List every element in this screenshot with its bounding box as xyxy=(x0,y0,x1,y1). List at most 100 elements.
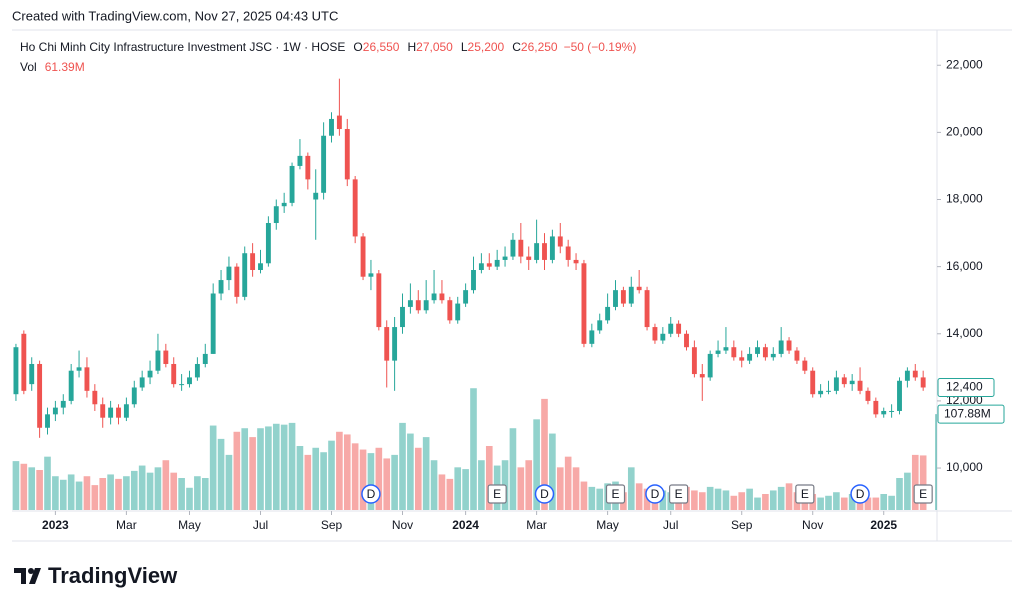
x-tick-label: 2025 xyxy=(870,518,897,532)
x-tick-label: Sep xyxy=(731,518,753,532)
volume-bar xyxy=(83,476,91,510)
x-tick-label: Jul xyxy=(663,518,678,532)
volume-bar xyxy=(304,454,312,510)
candle-body xyxy=(13,347,19,395)
candle-body xyxy=(305,155,311,180)
volume-bar xyxy=(91,485,99,510)
header-title: Ho Chi Minh City Infrastructure Investme… xyxy=(20,40,345,54)
ohlc-key: L xyxy=(461,40,468,54)
candle-body xyxy=(833,377,839,391)
volume-bar xyxy=(123,476,130,510)
candle-body xyxy=(76,367,82,371)
volume-bar xyxy=(864,497,872,510)
candle-body xyxy=(707,353,713,378)
volume-bar xyxy=(288,422,296,510)
candle-body xyxy=(321,135,327,193)
volume-bar xyxy=(12,461,20,510)
candle-body xyxy=(360,236,366,277)
volume-bar xyxy=(888,495,895,510)
candle-body xyxy=(802,360,808,371)
y-tick-label: 16,000 xyxy=(946,259,983,273)
candle-body xyxy=(202,353,208,364)
candle-body xyxy=(510,239,516,257)
volume-bar xyxy=(478,460,485,510)
event-label: E xyxy=(611,487,619,501)
brand-logo xyxy=(14,568,41,584)
candle-body xyxy=(628,286,634,304)
x-tick-label: Mar xyxy=(116,518,137,532)
volume-bar xyxy=(241,428,249,510)
volume-bar xyxy=(556,467,564,510)
volume-bar xyxy=(762,494,769,510)
ohlc-value: 27,050 xyxy=(416,40,453,54)
candle-body xyxy=(52,407,58,415)
event-label: D xyxy=(540,487,549,501)
volume-bar xyxy=(446,478,454,510)
event-label: E xyxy=(493,487,501,501)
volume-bar xyxy=(312,447,320,510)
volume-bar xyxy=(722,490,730,510)
x-tick-label: Jul xyxy=(253,518,268,532)
volume-bar xyxy=(840,497,848,510)
volume-bar xyxy=(817,497,824,510)
volume-bar xyxy=(343,434,351,510)
candle-body xyxy=(179,384,185,386)
candle-body xyxy=(865,390,871,401)
candle-body xyxy=(108,407,114,418)
candle-body xyxy=(329,118,334,136)
candle-body xyxy=(668,323,674,334)
candle-body xyxy=(755,347,760,354)
candle-body xyxy=(471,270,476,291)
volume-bar xyxy=(296,446,304,510)
volume-bar xyxy=(485,446,493,510)
candle-body xyxy=(723,347,729,351)
candle-body xyxy=(857,380,863,391)
last-volume-box xyxy=(937,404,1005,424)
volume-value: 61.39M xyxy=(45,60,85,74)
candle-body xyxy=(431,293,437,301)
volume-bar xyxy=(525,460,533,510)
earnings-marker xyxy=(487,484,507,504)
candle-body xyxy=(747,353,753,361)
candle-body xyxy=(897,380,902,411)
candle-body xyxy=(549,236,555,260)
candle-body xyxy=(376,273,382,328)
ohlc-value: 26,250 xyxy=(521,40,558,54)
candle-body xyxy=(463,290,469,304)
candle-body xyxy=(920,377,926,388)
volume-bar xyxy=(896,478,903,510)
volume-bar xyxy=(36,470,43,510)
ohlc-value: 26,550 xyxy=(363,40,400,54)
candle-body xyxy=(155,350,161,371)
candle-body xyxy=(542,243,547,260)
candle-body xyxy=(234,266,240,297)
volume-bar xyxy=(754,497,761,510)
candle-body xyxy=(368,273,374,277)
volume-bar xyxy=(911,454,919,510)
volume-bar xyxy=(746,488,753,510)
ohlc-key: H xyxy=(407,40,416,54)
volume-bar xyxy=(659,490,667,510)
candle-body xyxy=(455,303,461,321)
volume-bar xyxy=(738,492,746,510)
candle-body xyxy=(273,206,279,224)
volume-bar xyxy=(880,494,888,510)
candle-body xyxy=(92,390,98,405)
volume-bar xyxy=(627,467,635,510)
candle-body xyxy=(265,223,271,264)
candle-body xyxy=(620,290,626,304)
candle-body xyxy=(415,300,421,311)
candle-body xyxy=(123,404,129,418)
volume-bar xyxy=(280,424,288,510)
candle-body xyxy=(881,410,887,415)
x-tick-label: May xyxy=(596,518,619,532)
volume-bar xyxy=(454,467,462,510)
volume-bar xyxy=(785,483,793,510)
volume-bar xyxy=(249,437,256,510)
last-price-box xyxy=(937,377,995,397)
candle-body xyxy=(423,300,429,311)
candle-body xyxy=(187,377,192,385)
volume-bar xyxy=(107,474,114,510)
candle-body xyxy=(826,390,831,392)
event-label: D xyxy=(651,487,660,501)
